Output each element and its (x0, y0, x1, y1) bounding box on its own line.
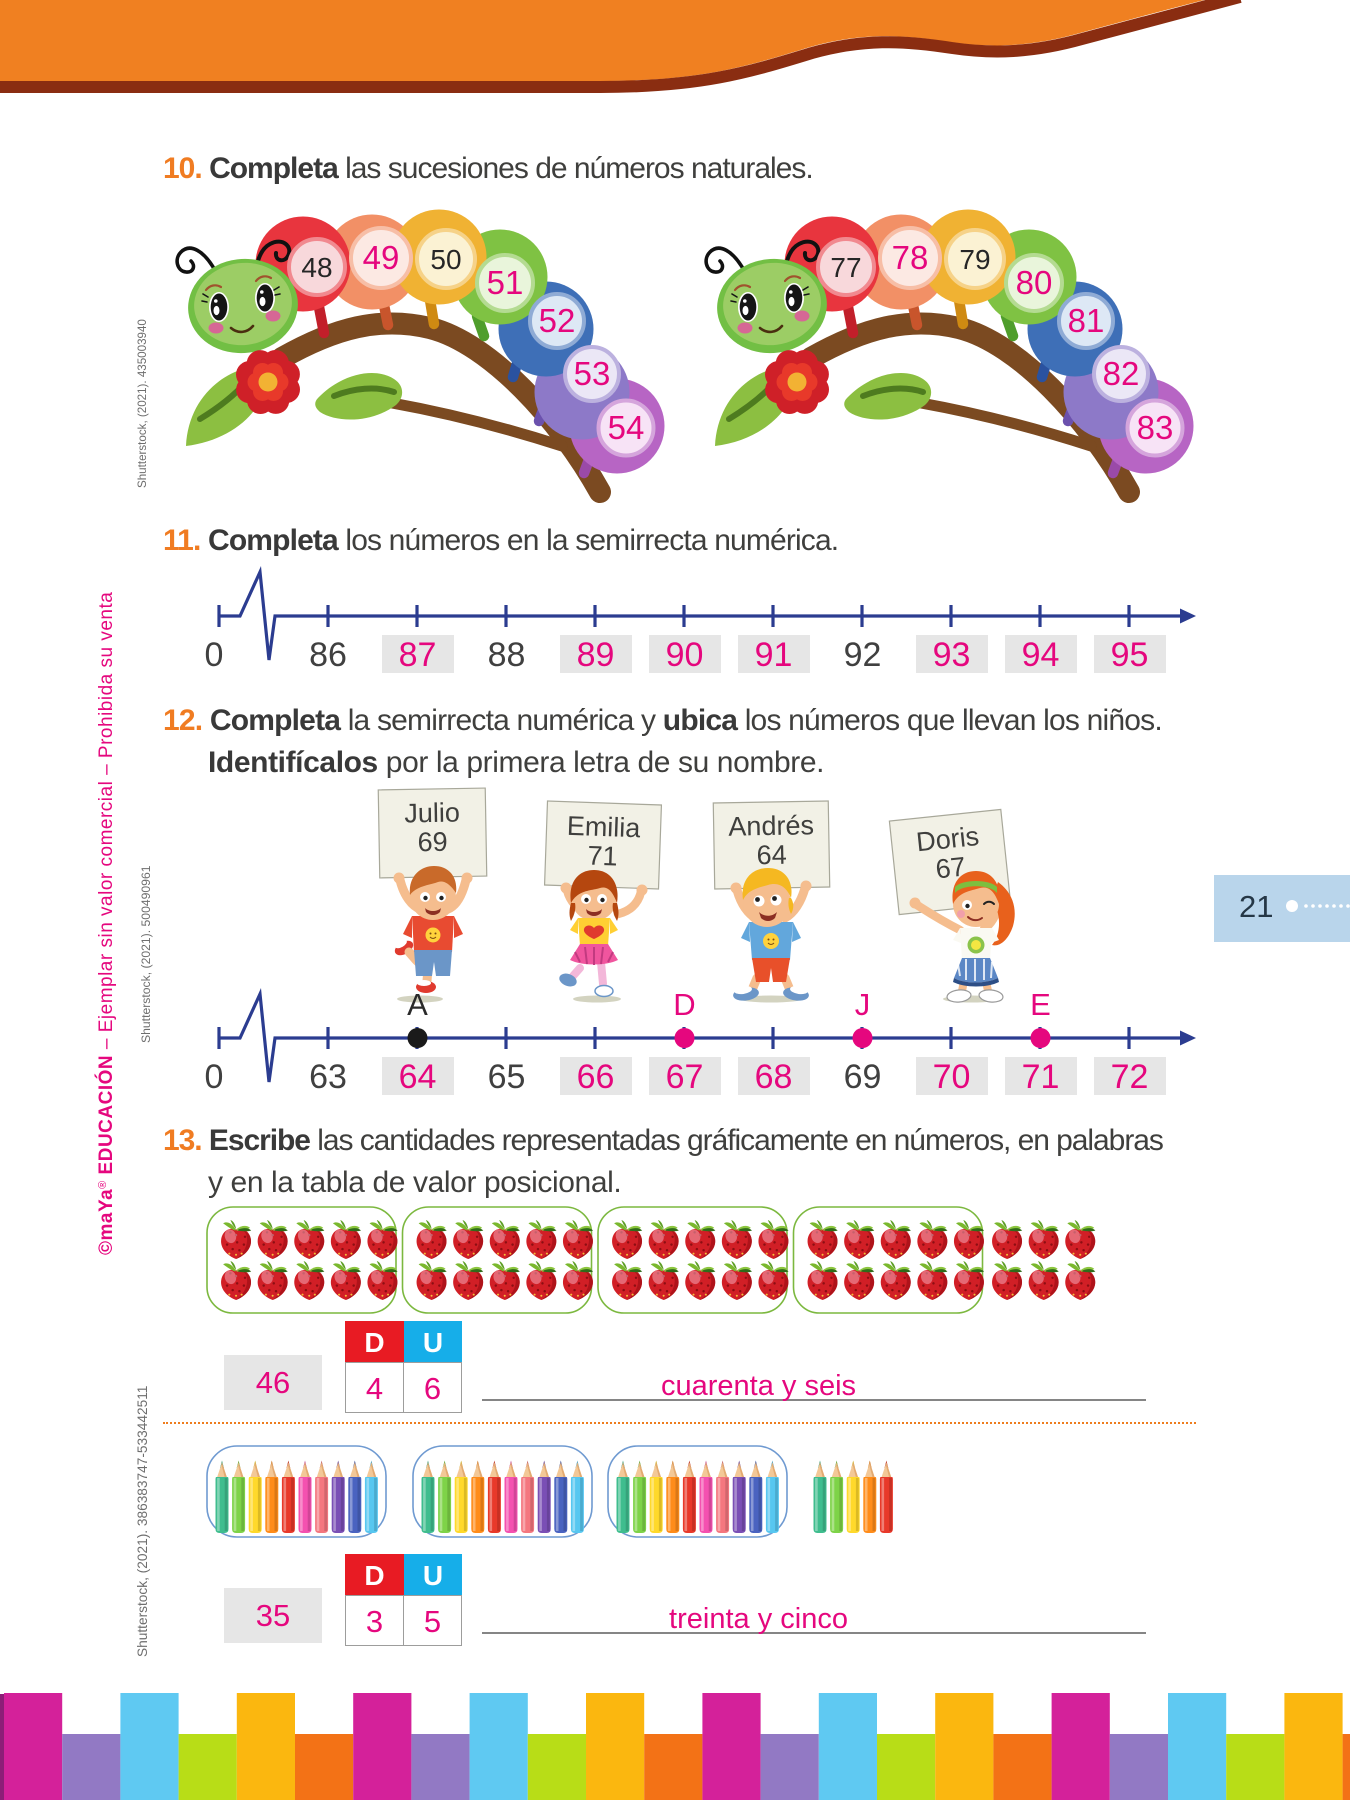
svg-text:Emilia: Emilia (566, 811, 641, 844)
svg-text:Julio: Julio (404, 798, 460, 829)
svg-text:49: 49 (363, 239, 400, 276)
svg-text:51: 51 (487, 264, 524, 301)
svg-text:79: 79 (959, 244, 990, 275)
svg-text:53: 53 (574, 355, 611, 392)
svg-text:80: 80 (1016, 264, 1053, 301)
svg-text:83: 83 (1137, 409, 1174, 446)
svg-text:71: 71 (587, 840, 618, 871)
svg-text:52: 52 (539, 302, 576, 339)
svg-text:77: 77 (830, 252, 861, 283)
svg-text:82: 82 (1103, 355, 1140, 392)
svg-text:64: 64 (756, 840, 787, 871)
svg-text:54: 54 (608, 409, 645, 446)
svg-text:78: 78 (892, 239, 929, 276)
svg-text:69: 69 (417, 827, 448, 858)
svg-text:Doris: Doris (915, 821, 981, 857)
svg-text:Andrés: Andrés (728, 810, 814, 841)
svg-text:50: 50 (430, 244, 461, 275)
svg-text:48: 48 (301, 252, 332, 283)
svg-text:81: 81 (1068, 302, 1105, 339)
